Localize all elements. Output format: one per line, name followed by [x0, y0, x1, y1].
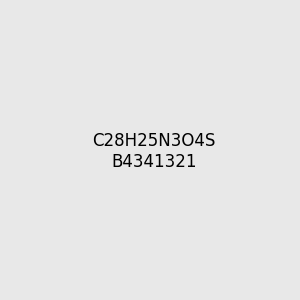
Text: C28H25N3O4S
B4341321: C28H25N3O4S B4341321 — [92, 132, 215, 171]
